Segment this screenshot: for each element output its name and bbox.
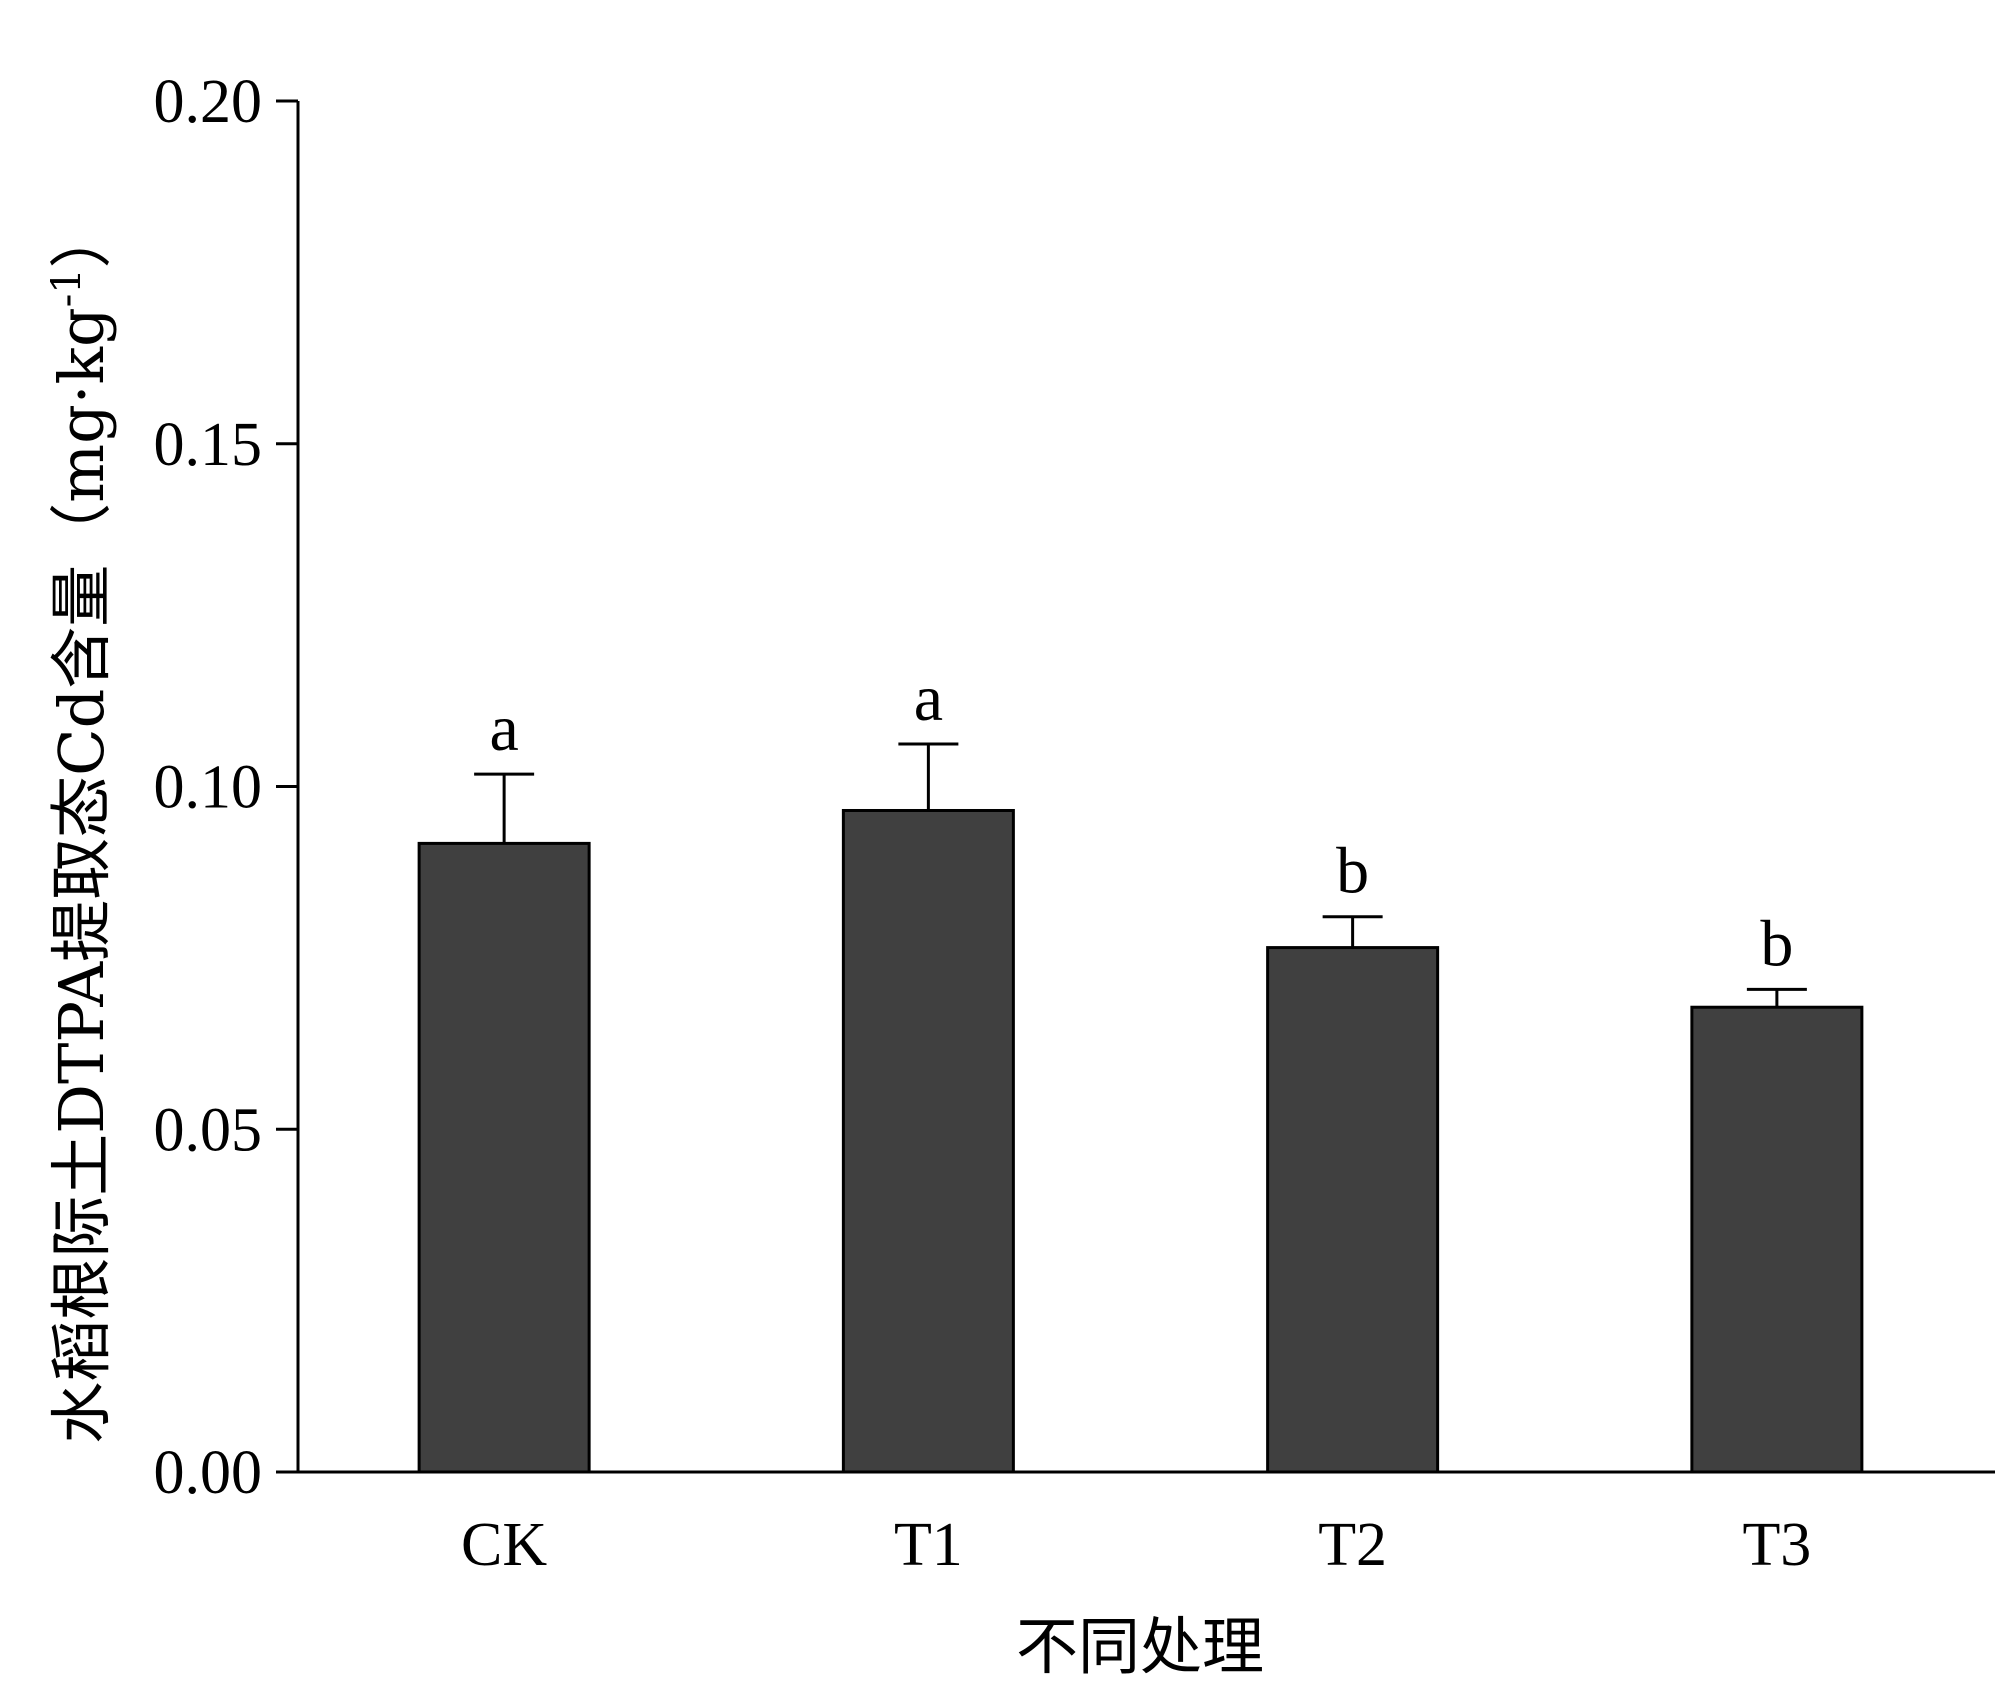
- significance-letter: b: [1336, 835, 1369, 908]
- significance-letter: a: [489, 692, 518, 765]
- plot-area: a a b b: [417, 662, 1864, 1474]
- x-tick-label: T2: [1318, 1511, 1387, 1579]
- significance-letter: b: [1760, 907, 1793, 980]
- bar-T1: [841, 808, 1015, 1474]
- x-axis-title: 不同处理: [1016, 1610, 1264, 1683]
- y-tick-label: 0.05: [154, 1096, 263, 1164]
- x-tick-label: T1: [894, 1511, 963, 1579]
- bar-T2: [1266, 946, 1440, 1474]
- x-axis: CK T1 T2 T3: [296, 1470, 1995, 1579]
- x-tick-label: CK: [461, 1511, 547, 1579]
- y-tick-label: 0.15: [154, 411, 263, 479]
- significance-letter: a: [914, 662, 943, 735]
- y-axis-title-superscript: -1: [44, 268, 90, 307]
- y-axis-title: 水稻根际土DTPA提取态Cd含量（mg·kg-1）: [44, 206, 118, 1443]
- y-axis-title-main: 水稻根际土DTPA提取态Cd含量（mg·kg: [45, 307, 118, 1443]
- y-axis-title-close: ）: [45, 206, 118, 268]
- y-tick-label: 0.10: [154, 754, 263, 822]
- bar-CK: [417, 841, 591, 1474]
- y-tick-label: 0.00: [154, 1439, 263, 1507]
- y-tick-label: 0.20: [154, 68, 263, 136]
- bar-T3: [1690, 1005, 1864, 1474]
- x-tick-label: T3: [1742, 1511, 1811, 1579]
- y-axis: 0.00 0.05 0.10 0.15 0.20: [154, 68, 300, 1507]
